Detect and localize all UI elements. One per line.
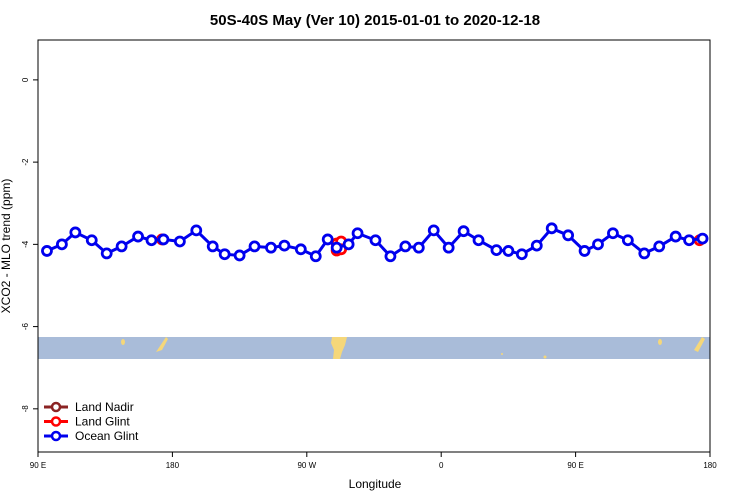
data-point [457,225,470,238]
legend-label: Land Nadir [75,400,134,414]
y-tick-label: -4 [21,240,30,248]
data-point [562,229,575,242]
data-point [490,244,503,257]
data-point [442,241,455,254]
data-point [621,234,634,247]
x-axis-label: Longitude [349,477,402,491]
data-point [190,224,203,237]
y-axis-label: XCO2 - MLO trend (ppm) [0,179,13,314]
y-tick-label: 0 [21,77,30,82]
legend-marker [50,401,62,413]
data-point [69,226,82,239]
x-tick-label: 180 [166,461,180,470]
data-point [384,250,397,263]
data-point [309,250,322,263]
legend-label: Ocean Glint [75,429,139,443]
data-point [427,224,440,237]
data-point [530,239,543,252]
data-point [653,240,666,253]
data-point [399,240,412,253]
series-line [46,226,703,259]
data-point [218,248,231,261]
x-tick-label: 0 [439,461,444,470]
plot-frame [37,39,711,453]
data-point [157,233,170,246]
data-point [578,245,591,257]
data-point [330,241,343,254]
data-point [248,240,261,253]
legend-label: Land Glint [75,415,130,429]
data-point [115,240,128,253]
data-point [41,245,53,257]
data-point [278,239,291,252]
data-point [607,227,619,240]
data-point [369,234,382,247]
data-point [351,227,364,240]
data-point [342,238,355,251]
data-point [233,249,246,262]
data-point [502,245,515,257]
y-tick-label: -2 [21,158,30,166]
x-tick-label: 180 [703,461,717,470]
y-tick-label: -6 [21,322,30,330]
data-point [173,235,186,248]
data-point [545,222,558,235]
data-point [294,243,307,256]
data-point [696,232,709,245]
data-point [638,247,651,260]
data-point [206,240,219,253]
x-tick-label: 90 E [30,461,46,470]
data-point [265,241,277,254]
y-tick-label: -8 [21,405,30,413]
data-point [100,247,113,260]
data-point [472,234,485,247]
data-point [592,238,604,251]
data-point [412,241,425,254]
data-point [669,230,682,243]
chart-title: 50S-40S May (Ver 10) 2015-01-01 to 2020-… [210,12,540,29]
data-point [321,233,334,246]
data-point [515,248,528,261]
data-point [132,230,144,243]
data-point [55,238,68,251]
data-point [683,234,695,247]
legend-marker [50,416,62,427]
legend-marker [50,430,62,442]
data-point [85,234,98,247]
x-tick-label: 90 W [297,461,316,470]
data-point [145,234,158,247]
x-tick-label: 90 E [567,461,583,470]
map-band [38,337,710,359]
